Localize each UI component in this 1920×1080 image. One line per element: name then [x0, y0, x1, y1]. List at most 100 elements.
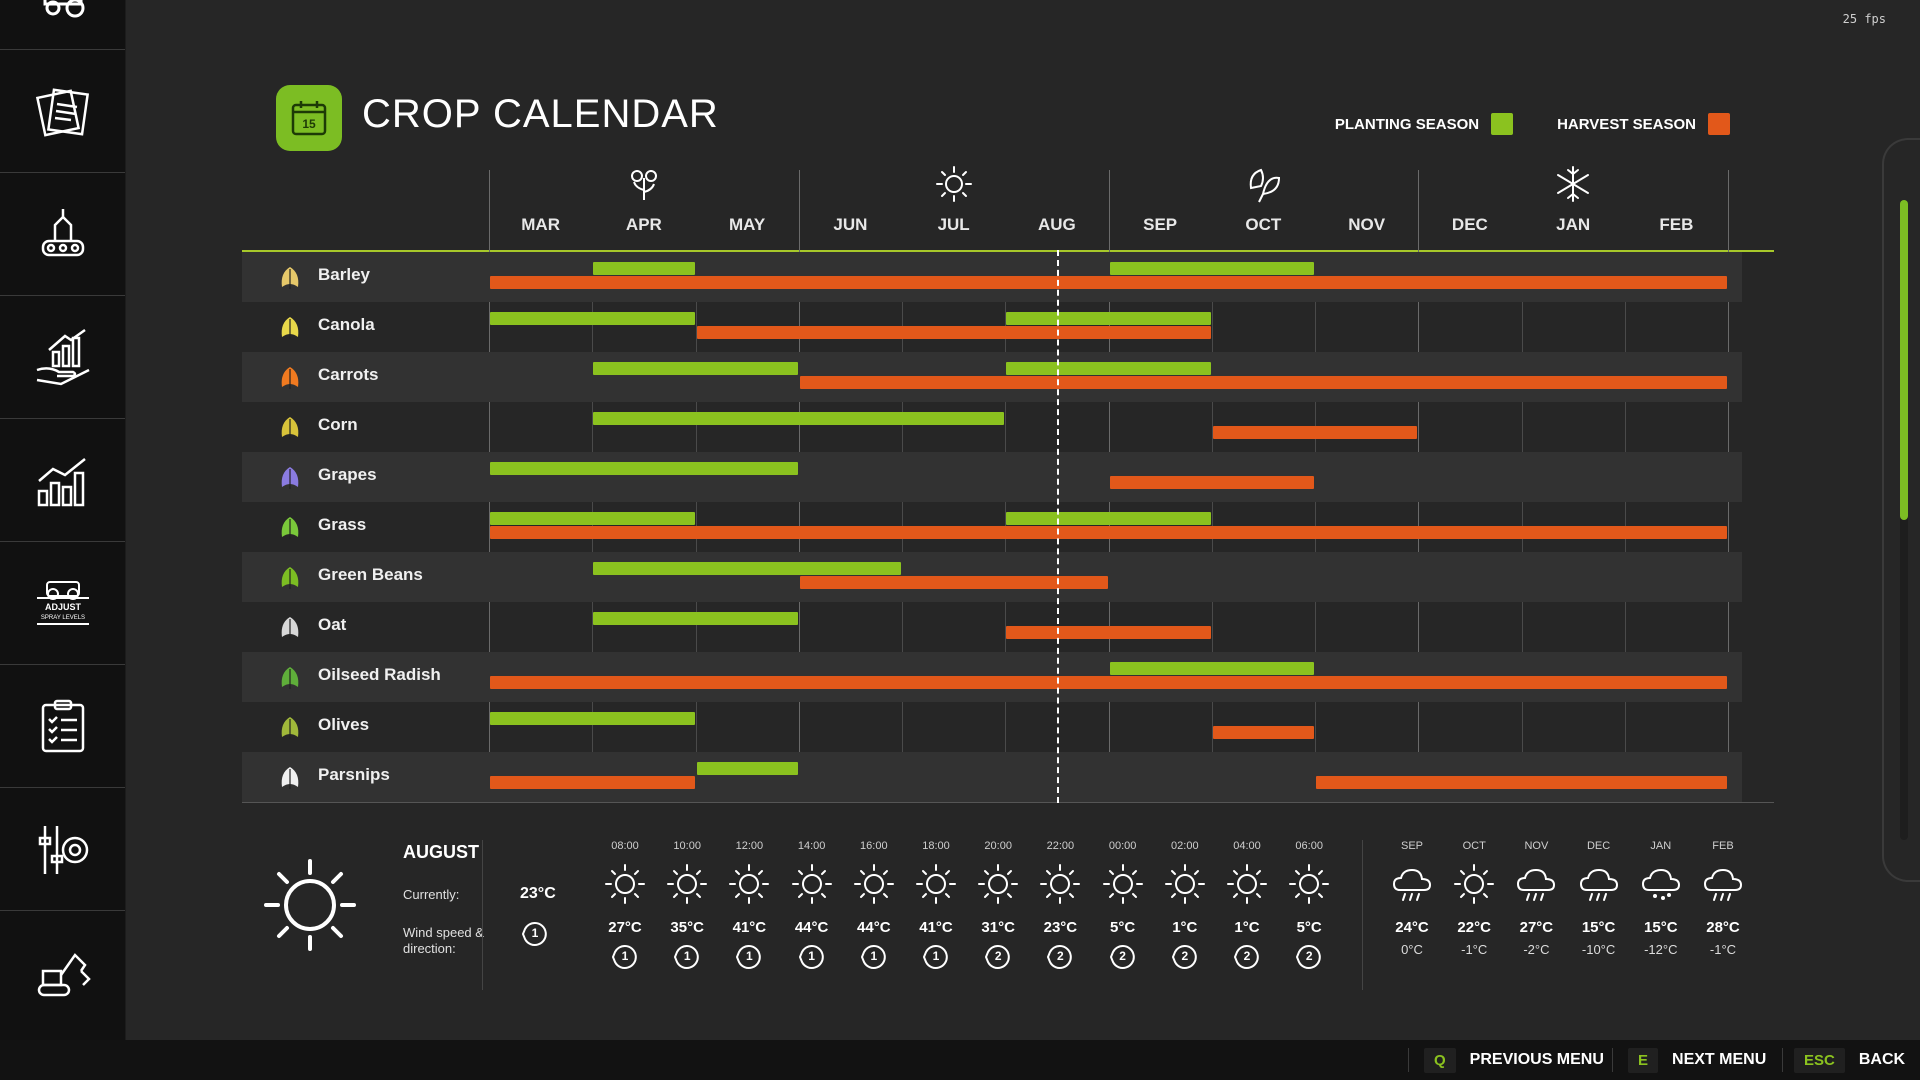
statistics-icon [37, 457, 86, 506]
wind-speed: 1 [808, 949, 815, 963]
sidebar-item-adjust-spray[interactable]: ADJUST SPRAY LEVELS [0, 541, 125, 665]
wind-speed: 2 [994, 949, 1002, 963]
forecast-temp: 1°C [1172, 919, 1198, 936]
forecast-column: 14:00 44°C 1 [781, 840, 843, 970]
forecast-column: 02:00 1°C 2 [1154, 840, 1216, 970]
forecast-column: 16:00 44°C 1 [843, 840, 905, 970]
forecast-column: 00:00 5°C 2 [1092, 840, 1154, 970]
harvest-bar [1316, 776, 1727, 789]
sidebar-item-statistics[interactable] [0, 418, 125, 542]
rain-icon [1703, 868, 1743, 901]
wind-direction-icon [985, 944, 1010, 969]
oat-icon [281, 617, 299, 639]
harvest-bar [1109, 476, 1314, 489]
forecast-label: DEC [1586, 840, 1611, 852]
sidebar-item-finance[interactable] [0, 295, 125, 419]
header-divider [242, 250, 1774, 252]
forecast-label: 22:00 [1046, 840, 1075, 852]
wind-indicator: 2 [1109, 944, 1136, 970]
planting-bar [1109, 662, 1314, 675]
scrollbar-thumb[interactable] [1900, 200, 1908, 520]
legend-planting-label: PLANTING SEASON [1334, 115, 1480, 133]
footer: Q PREVIOUS MENU E NEXT MENU ESC BACK [0, 1040, 1920, 1080]
forecast-label: 14:00 [797, 840, 826, 852]
sidebar-item-tasks[interactable] [0, 664, 125, 788]
spring-flower-icon [630, 170, 657, 200]
fps-counter: 25 fps [1842, 12, 1886, 26]
tractor-logo-icon [43, 0, 84, 17]
forecast-temp: 23°C [1043, 919, 1078, 936]
svg-text:ADJUST: ADJUST [44, 602, 81, 612]
wind-direction-icon [860, 944, 886, 969]
crop-row: Green Beans [242, 552, 1742, 602]
forecast-temp: 27°C [1519, 919, 1554, 936]
planting-bar [593, 612, 798, 625]
back-button[interactable]: ESC BACK [1794, 1040, 1905, 1080]
harvest-bar [490, 276, 1727, 289]
crop-name: Carrots [318, 365, 379, 384]
canola-icon [281, 317, 299, 339]
sun-icon [1289, 864, 1330, 904]
crop-name: Barley [318, 265, 370, 284]
forecast-label: OCT [1462, 840, 1486, 852]
scroll-frame [1882, 138, 1920, 882]
next-menu-button[interactable]: E NEXT MENU [1628, 1040, 1766, 1080]
back-label: BACK [1858, 1051, 1906, 1068]
forecast-temp: 27°C [608, 919, 642, 936]
svg-text:SPRAY LEVELS: SPRAY LEVELS [40, 615, 84, 621]
current-temp-value: 23°C [520, 885, 556, 902]
scrollbar-track[interactable] [1900, 200, 1908, 840]
bottom-divider [242, 802, 1774, 803]
sun-icon [1454, 864, 1495, 904]
forecast-temp: 41°C [732, 919, 767, 936]
forecast-label: 02:00 [1171, 840, 1199, 852]
sidebar-item-logo[interactable] [0, 0, 125, 49]
oilseed-radish-icon [281, 667, 299, 689]
crop-name: Grass [318, 515, 367, 534]
carrot-icon [281, 367, 299, 389]
planting-bar [1109, 262, 1314, 275]
crop-name: Parsnips [318, 765, 390, 784]
weather-month: AUGUST [403, 842, 479, 862]
forecast-temp: 15°C [1644, 919, 1678, 936]
sidebar-item-contracts[interactable] [0, 49, 125, 173]
sidebar: ADJUST SPRAY LEVELS [0, 0, 126, 1040]
wind-direction-icon [922, 944, 948, 969]
forecast-temp: 5°C [1110, 919, 1136, 936]
next-menu-label: NEXT MENU [1672, 1051, 1767, 1068]
calendar-icon: 15 [276, 85, 342, 151]
forecast-column: 10:00 35°C 1 [656, 840, 718, 970]
wind-indicator: 1 [860, 944, 887, 970]
barley-icon [281, 267, 299, 289]
crop-name: Oat [318, 615, 347, 634]
forecast-column: 18:00 41°C 1 [905, 840, 967, 970]
parsnip-icon [281, 767, 299, 789]
forecast-label: 12:00 [735, 840, 764, 852]
forecast-column: DEC 15°C -10°C [1568, 840, 1630, 957]
forecast-temp: 44°C [857, 919, 891, 936]
sidebar-item-machines[interactable] [0, 910, 125, 1034]
month-label: JAN [1556, 215, 1591, 234]
wind-direction-icon [736, 944, 762, 969]
sidebar-item-production[interactable] [0, 172, 125, 296]
previous-menu-label: PREVIOUS MENU [1469, 1051, 1604, 1068]
forecast-column: 12:00 41°C 1 [718, 840, 780, 970]
sun-icon [264, 859, 356, 951]
wind-indicator: 2 [1233, 944, 1260, 970]
crop-row: Barley [242, 252, 1742, 302]
wind-speed: 1 [932, 949, 940, 963]
harvest-bar [799, 376, 1727, 389]
forecast-column: 22:00 23°C 2 [1029, 840, 1091, 970]
crop-row: Olives [242, 702, 1742, 752]
sun-icon [916, 864, 956, 904]
autumn-leaf-icon [1250, 168, 1281, 203]
weather-divider [1362, 840, 1363, 990]
olives-icon [281, 717, 299, 739]
legend: PLANTING SEASON HARVEST SEASON [1335, 113, 1730, 135]
wind-indicator: 2 [985, 944, 1011, 970]
footer-divider [1612, 1048, 1613, 1072]
crop-name: Oilseed Radish [318, 665, 441, 684]
wind-speed: 1 [746, 949, 753, 963]
previous-menu-button[interactable]: Q PREVIOUS MENU [1424, 1040, 1604, 1080]
sidebar-item-settings[interactable] [0, 787, 125, 911]
